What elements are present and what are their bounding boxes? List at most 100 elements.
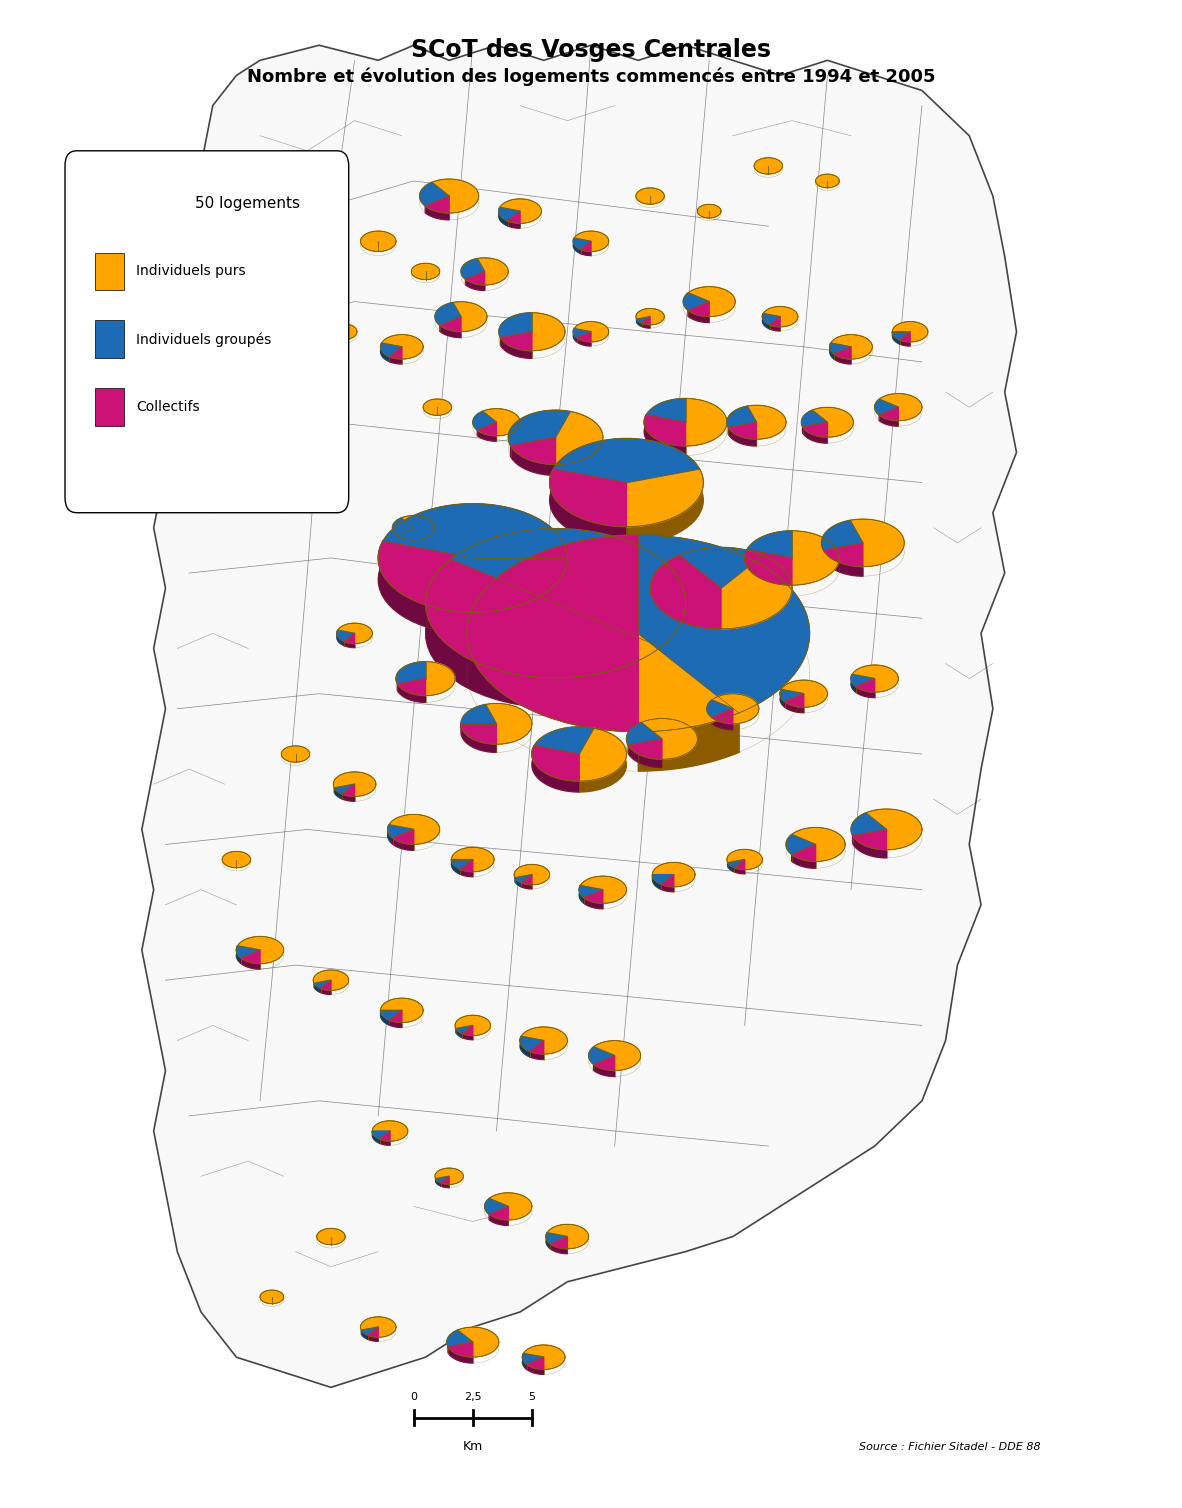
Polygon shape — [803, 422, 827, 437]
Polygon shape — [381, 1010, 402, 1021]
Polygon shape — [317, 1229, 345, 1244]
Polygon shape — [236, 946, 260, 958]
Polygon shape — [638, 535, 810, 713]
Polygon shape — [102, 184, 164, 204]
Polygon shape — [522, 1353, 544, 1365]
Polygon shape — [821, 520, 863, 550]
Text: 5: 5 — [528, 1392, 535, 1402]
Polygon shape — [900, 332, 910, 342]
Polygon shape — [372, 1131, 379, 1143]
Polygon shape — [707, 700, 733, 718]
Polygon shape — [499, 207, 520, 222]
Polygon shape — [792, 855, 816, 869]
Polygon shape — [688, 311, 709, 323]
Polygon shape — [831, 335, 872, 359]
Polygon shape — [440, 326, 461, 338]
Polygon shape — [499, 312, 532, 338]
Polygon shape — [550, 1237, 567, 1249]
Polygon shape — [100, 198, 136, 223]
Polygon shape — [593, 1056, 615, 1071]
Polygon shape — [547, 1224, 589, 1249]
Polygon shape — [456, 1028, 462, 1038]
Polygon shape — [626, 722, 662, 745]
Polygon shape — [337, 630, 355, 641]
Polygon shape — [368, 1327, 378, 1338]
Polygon shape — [466, 271, 485, 285]
Polygon shape — [686, 398, 727, 446]
Polygon shape — [511, 446, 556, 475]
Polygon shape — [754, 158, 782, 173]
Polygon shape — [426, 207, 449, 220]
Polygon shape — [389, 357, 402, 363]
Polygon shape — [100, 198, 136, 234]
Polygon shape — [392, 829, 414, 844]
Polygon shape — [852, 665, 898, 692]
Polygon shape — [473, 412, 496, 430]
Polygon shape — [507, 211, 520, 223]
Polygon shape — [466, 279, 485, 291]
Polygon shape — [747, 531, 792, 558]
Polygon shape — [344, 641, 355, 647]
Polygon shape — [320, 980, 331, 991]
Polygon shape — [803, 427, 827, 443]
Polygon shape — [532, 312, 565, 351]
Polygon shape — [556, 412, 603, 475]
Polygon shape — [661, 885, 674, 891]
Polygon shape — [524, 1345, 565, 1369]
Polygon shape — [426, 559, 556, 707]
Polygon shape — [579, 728, 626, 781]
Text: SCoT des Vosges Centrales: SCoT des Vosges Centrales — [411, 38, 771, 62]
Polygon shape — [507, 222, 520, 228]
Polygon shape — [824, 543, 863, 567]
Polygon shape — [833, 347, 851, 359]
Text: 50 logements: 50 logements — [195, 196, 300, 211]
Polygon shape — [423, 400, 452, 415]
Polygon shape — [329, 324, 357, 339]
Polygon shape — [378, 541, 473, 612]
Polygon shape — [526, 1357, 544, 1369]
Polygon shape — [879, 415, 898, 427]
Polygon shape — [142, 45, 1017, 1387]
Polygon shape — [448, 1342, 473, 1357]
Polygon shape — [500, 199, 541, 223]
Polygon shape — [338, 623, 372, 644]
Polygon shape — [816, 175, 839, 187]
Polygon shape — [281, 746, 310, 762]
Polygon shape — [652, 863, 695, 887]
Polygon shape — [489, 1193, 532, 1220]
Polygon shape — [879, 407, 898, 421]
Polygon shape — [455, 1015, 491, 1036]
Polygon shape — [574, 231, 609, 252]
Polygon shape — [462, 1025, 473, 1036]
Polygon shape — [851, 674, 856, 692]
Polygon shape — [727, 849, 762, 870]
Polygon shape — [450, 529, 686, 647]
Polygon shape — [461, 258, 485, 279]
Polygon shape — [642, 317, 650, 324]
Polygon shape — [769, 317, 780, 327]
Polygon shape — [452, 860, 460, 875]
Polygon shape — [577, 332, 591, 342]
Polygon shape — [641, 719, 697, 760]
Polygon shape — [573, 329, 577, 342]
Polygon shape — [584, 897, 603, 909]
Polygon shape — [368, 1335, 378, 1341]
Text: Source : Fichier Sitadel - DDE 88: Source : Fichier Sitadel - DDE 88 — [858, 1442, 1040, 1452]
Polygon shape — [389, 814, 440, 844]
Polygon shape — [728, 860, 745, 867]
Polygon shape — [378, 541, 473, 633]
Polygon shape — [546, 1232, 550, 1249]
Polygon shape — [441, 1176, 449, 1184]
Polygon shape — [515, 875, 532, 882]
Polygon shape — [683, 293, 709, 311]
Polygon shape — [388, 825, 392, 844]
Polygon shape — [721, 555, 792, 645]
Polygon shape — [580, 241, 591, 252]
Polygon shape — [626, 469, 703, 544]
Polygon shape — [411, 264, 440, 279]
Polygon shape — [650, 555, 721, 629]
Polygon shape — [652, 875, 674, 885]
Bar — [95, 320, 124, 357]
Polygon shape — [486, 704, 532, 743]
Polygon shape — [514, 864, 550, 885]
